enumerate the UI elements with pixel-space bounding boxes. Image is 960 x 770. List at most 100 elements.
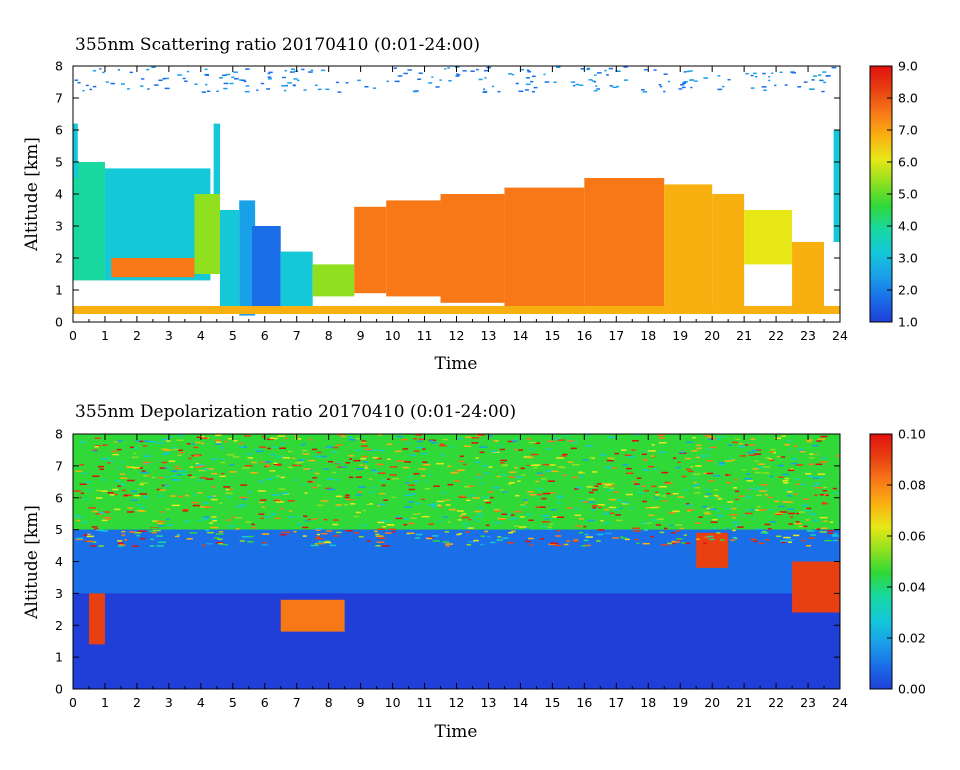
heatmap-cell <box>440 194 505 303</box>
x-tick-label: 5 <box>229 328 237 343</box>
noise-speck <box>397 80 400 83</box>
x-axis-label: Time <box>435 354 478 374</box>
noise-speck <box>333 451 337 453</box>
noise-speck <box>164 77 169 80</box>
noise-speck <box>492 487 501 489</box>
heatmap-cell <box>73 123 78 178</box>
noise-speck <box>654 497 659 499</box>
noise-speck <box>297 79 300 82</box>
noise-speck <box>186 70 190 73</box>
noise-speck <box>831 535 840 537</box>
noise-speck <box>580 500 585 502</box>
noise-speck <box>523 505 528 508</box>
noise-speck <box>622 501 629 504</box>
noise-speck <box>557 439 565 441</box>
noise-speck <box>567 439 574 441</box>
noise-speck <box>209 513 217 516</box>
x-tick-label: 22 <box>768 328 784 343</box>
noise-speck <box>769 521 776 523</box>
noise-speck <box>76 537 84 540</box>
noise-speck <box>147 475 151 477</box>
noise-speck <box>247 535 254 538</box>
noise-speck <box>647 450 656 452</box>
noise-speck <box>175 535 180 538</box>
noise-speck <box>421 475 426 477</box>
noise-speck <box>132 545 139 547</box>
noise-speck <box>711 441 715 443</box>
x-tick-label: 4 <box>197 695 205 710</box>
noise-speck <box>734 490 740 493</box>
noise-speck <box>217 474 223 476</box>
noise-speck <box>484 530 489 533</box>
noise-speck <box>416 446 424 449</box>
noise-speck <box>314 543 319 545</box>
noise-speck <box>553 81 557 84</box>
noise-speck <box>489 541 496 544</box>
noise-speck <box>642 91 648 93</box>
noise-speck <box>593 90 598 92</box>
noise-speck <box>485 524 490 527</box>
noise-speck <box>791 458 798 460</box>
noise-speck <box>592 507 596 509</box>
noise-speck <box>502 491 508 493</box>
noise-speck <box>269 470 274 473</box>
noise-speck <box>80 472 88 475</box>
noise-speck <box>514 466 518 469</box>
noise-speck <box>528 519 534 522</box>
noise-speck <box>301 68 305 71</box>
noise-speck <box>139 483 144 486</box>
noise-speck <box>703 77 709 79</box>
noise-speck <box>122 448 126 451</box>
noise-speck <box>686 509 695 511</box>
noise-speck <box>243 446 248 448</box>
noise-speck <box>828 532 834 535</box>
noise-speck <box>561 455 567 457</box>
noise-speck <box>752 474 757 477</box>
noise-speck <box>572 540 578 543</box>
x-tick-label: 2 <box>133 695 141 710</box>
noise-speck <box>406 532 415 535</box>
noise-speck <box>642 469 650 471</box>
noise-speck <box>742 514 747 516</box>
noise-speck <box>608 512 615 515</box>
noise-speck <box>271 513 277 515</box>
noise-speck <box>89 515 98 517</box>
noise-speck <box>415 502 421 505</box>
noise-speck <box>466 543 472 546</box>
noise-speck <box>578 518 584 520</box>
noise-speck <box>624 538 630 541</box>
noise-speck <box>336 444 343 446</box>
noise-speck <box>317 88 322 91</box>
colorbar-label: 0.10 <box>898 427 926 442</box>
noise-speck <box>806 507 812 510</box>
noise-speck <box>813 453 819 455</box>
noise-speck <box>287 450 293 453</box>
noise-speck <box>592 489 598 491</box>
noise-speck <box>487 535 491 538</box>
noise-speck <box>439 443 445 446</box>
noise-speck <box>140 85 144 87</box>
noise-speck <box>725 474 732 476</box>
noise-speck <box>92 85 97 88</box>
noise-speck <box>501 513 508 516</box>
noise-speck <box>526 456 534 459</box>
noise-speck <box>502 537 509 539</box>
noise-speck <box>562 453 568 456</box>
noise-speck <box>547 528 552 530</box>
noise-speck <box>402 466 410 469</box>
noise-speck <box>244 90 250 93</box>
y-axis-label: Altitude [km] <box>22 137 42 252</box>
noise-speck <box>583 544 591 547</box>
noise-speck <box>97 465 105 468</box>
noise-speck <box>778 505 786 508</box>
noise-speck <box>341 466 348 468</box>
noise-speck <box>557 466 564 468</box>
noise-speck <box>803 509 811 512</box>
noise-speck <box>724 507 732 510</box>
noise-speck <box>837 487 840 489</box>
noise-speck <box>527 71 532 73</box>
heatmap-cell <box>111 258 195 278</box>
noise-speck <box>459 455 464 458</box>
noise-speck <box>134 489 142 491</box>
noise-speck <box>510 517 518 520</box>
